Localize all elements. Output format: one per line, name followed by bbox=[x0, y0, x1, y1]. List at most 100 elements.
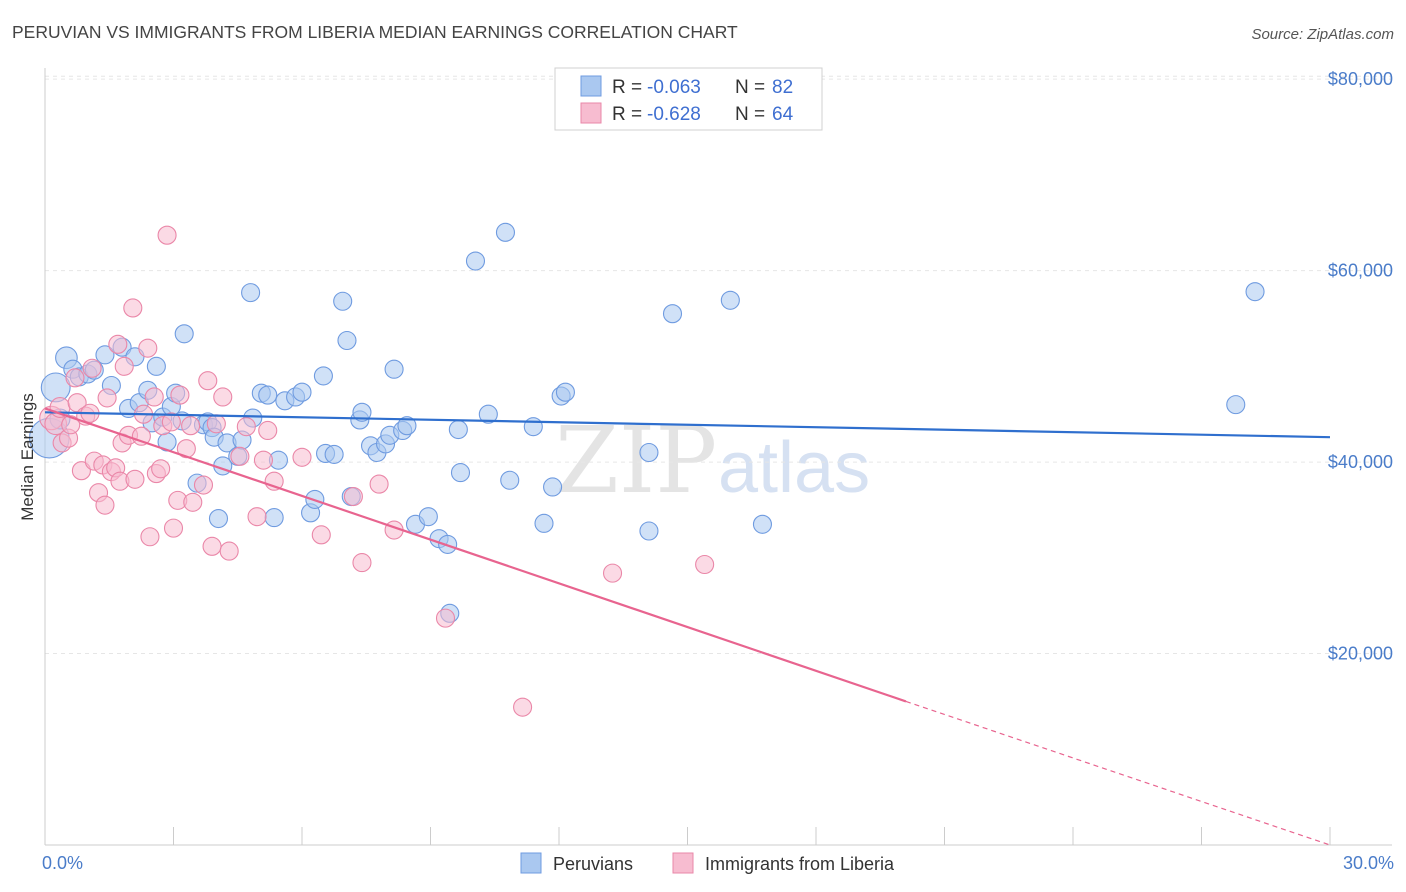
liberia-point-47 bbox=[219, 541, 239, 561]
peruvian-point-32 bbox=[241, 283, 261, 303]
liberia-trend-line-extrapolated bbox=[905, 700, 1331, 846]
stats-legend-n-value-1: 82 bbox=[772, 77, 793, 98]
peruvian-point-35 bbox=[258, 385, 278, 405]
liberia-point-25 bbox=[125, 469, 145, 489]
liberia-point-38 bbox=[170, 385, 190, 405]
stats-legend-swatch-liberia bbox=[580, 102, 602, 124]
liberia-point-52 bbox=[258, 420, 278, 441]
liberia-point-6 bbox=[65, 368, 85, 388]
liberia-point-50 bbox=[247, 507, 267, 527]
watermark-atlas: atlas bbox=[718, 428, 870, 508]
peruvian-point-75 bbox=[639, 521, 659, 541]
liberia-point-62 bbox=[602, 563, 623, 583]
legend-label-liberia: Immigrants from Liberia bbox=[705, 854, 895, 874]
peruvian-point-80 bbox=[1245, 282, 1265, 302]
y-tick-label-3: $80,000 bbox=[1328, 69, 1393, 89]
bottom-legend: Peruvians Immigrants from Liberia bbox=[520, 852, 895, 874]
stats-legend-n-value-2: 64 bbox=[772, 104, 794, 125]
liberia-point-58 bbox=[369, 474, 389, 494]
liberia-point-49 bbox=[236, 417, 256, 437]
peruvian-point-76 bbox=[662, 304, 683, 324]
legend-swatch-peruvians bbox=[520, 852, 542, 874]
peruvian-point-47 bbox=[337, 330, 357, 351]
liberia-point-42 bbox=[193, 475, 214, 495]
peruvian-point-36 bbox=[264, 508, 284, 528]
liberia-point-44 bbox=[202, 536, 222, 556]
peruvian-point-77 bbox=[720, 290, 740, 310]
peruvian-point-43 bbox=[313, 366, 333, 386]
y-axis-label: Median Earnings bbox=[18, 393, 37, 521]
liberia-point-63 bbox=[695, 554, 715, 575]
peruvian-point-67 bbox=[495, 222, 516, 242]
peruvian-point-73 bbox=[555, 382, 575, 402]
chart-source: Source: ZipAtlas.com bbox=[1251, 26, 1394, 43]
liberia-point-16 bbox=[97, 388, 117, 408]
liberia-point-15 bbox=[95, 495, 115, 515]
x-tick-label-min: 0.0% bbox=[42, 853, 83, 873]
liberia-point-22 bbox=[114, 356, 134, 376]
liberia-point-56 bbox=[343, 486, 363, 507]
liberia-point-57 bbox=[352, 553, 372, 573]
liberia-point-55 bbox=[311, 525, 331, 545]
peruvian-point-57 bbox=[397, 416, 417, 436]
points-layer bbox=[28, 222, 1265, 717]
peruvian-point-78 bbox=[752, 514, 773, 534]
liberia-point-11 bbox=[82, 358, 102, 378]
liberia-point-45 bbox=[206, 414, 226, 434]
peruvian-point-74 bbox=[639, 442, 659, 463]
liberia-point-32 bbox=[151, 459, 171, 479]
y-tick-label-0: $20,000 bbox=[1328, 644, 1393, 664]
peruvian-point-21 bbox=[174, 324, 194, 344]
liberia-point-41 bbox=[183, 492, 203, 512]
y-tick-labels: $20,000 $40,000 $60,000 $80,000 bbox=[1328, 69, 1393, 663]
stats-legend-n-label-2: N = bbox=[735, 104, 765, 125]
liberia-point-34 bbox=[157, 225, 177, 245]
peruvian-point-79 bbox=[1226, 395, 1246, 415]
stats-legend-r-value-2: -0.628 bbox=[647, 104, 701, 125]
peruvians-trend-line bbox=[44, 411, 1331, 439]
liberia-point-48 bbox=[230, 446, 250, 466]
stats-legend-r-label-1: R = bbox=[612, 77, 642, 98]
liberia-point-29 bbox=[140, 527, 160, 547]
liberia-point-24 bbox=[123, 298, 143, 318]
stats-legend-r-value-1: -0.063 bbox=[647, 77, 701, 98]
liberia-point-36 bbox=[163, 518, 184, 538]
liberia-point-43 bbox=[198, 371, 218, 391]
liberia-point-51 bbox=[253, 450, 274, 470]
legend-swatch-liberia bbox=[672, 852, 694, 874]
peruvian-point-59 bbox=[418, 507, 438, 527]
y-tick-label-1: $40,000 bbox=[1328, 452, 1393, 472]
peruvian-point-69 bbox=[523, 417, 543, 437]
peruvian-point-27 bbox=[208, 509, 229, 529]
peruvian-point-55 bbox=[384, 359, 404, 379]
peruvian-point-45 bbox=[324, 444, 344, 464]
peruvian-point-40 bbox=[292, 382, 312, 402]
peruvian-point-7 bbox=[95, 345, 115, 365]
trend-lines bbox=[44, 407, 1331, 846]
liberia-point-7 bbox=[67, 393, 87, 413]
x-tick-label-max: 30.0% bbox=[1343, 853, 1394, 873]
liberia-trend-line bbox=[44, 407, 907, 703]
liberia-point-19 bbox=[108, 334, 128, 354]
stats-legend-swatch-peruvians bbox=[580, 75, 602, 97]
liberia-point-60 bbox=[435, 608, 456, 628]
y-tick-label-2: $60,000 bbox=[1328, 261, 1393, 281]
liberia-point-46 bbox=[213, 387, 233, 407]
liberia-point-54 bbox=[292, 447, 312, 467]
peruvian-point-46 bbox=[333, 291, 353, 311]
liberia-point-61 bbox=[513, 697, 533, 717]
grid-layer bbox=[45, 75, 1392, 655]
liberia-point-28 bbox=[138, 338, 158, 358]
peruvian-point-68 bbox=[500, 470, 520, 490]
liberia-point-5 bbox=[61, 415, 81, 435]
stats-legend-r-label-2: R = bbox=[612, 104, 642, 125]
chart-title: PERUVIAN VS IMMIGRANTS FROM LIBERIA MEDI… bbox=[12, 22, 738, 42]
liberia-point-35 bbox=[161, 412, 181, 432]
stats-legend: R = -0.063 N = 82 R = -0.628 N = 64 bbox=[554, 67, 823, 131]
peruvian-point-66 bbox=[478, 404, 498, 424]
peruvian-point-50 bbox=[352, 402, 372, 422]
liberia-point-30 bbox=[144, 387, 164, 407]
peruvian-point-63 bbox=[448, 419, 468, 440]
liberia-point-40 bbox=[181, 416, 201, 436]
